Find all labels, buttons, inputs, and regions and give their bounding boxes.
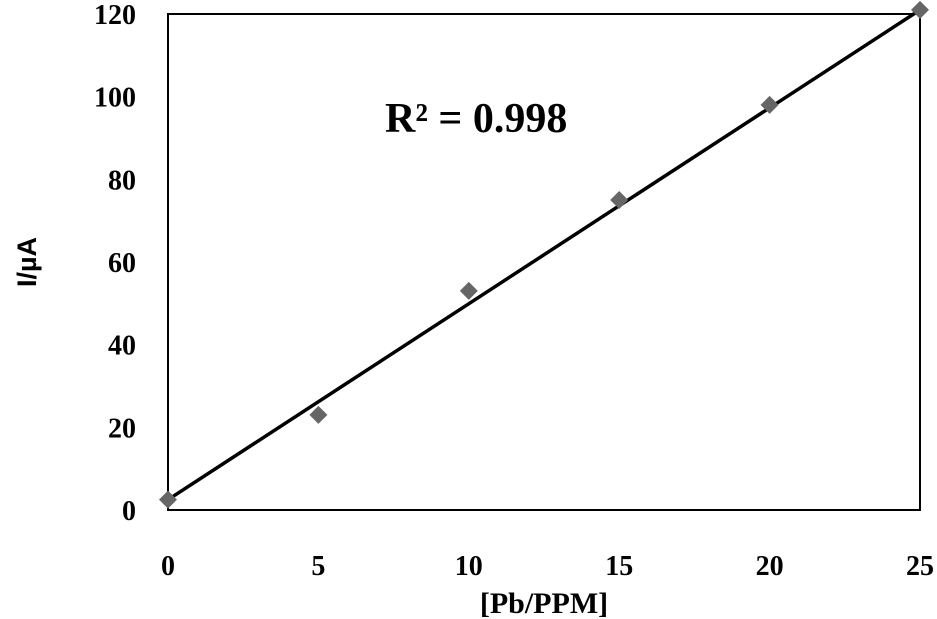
y-tick-label-1: 20: [108, 413, 136, 444]
data-point-1: [309, 405, 328, 424]
x-tick-label-5: 25: [906, 551, 934, 582]
x-tick-labels: 0 5 10 15 20 25: [161, 551, 934, 582]
data-point-3: [610, 191, 629, 209]
x-tick-label-2: 10: [455, 551, 483, 582]
y-tick-label-2: 40: [108, 331, 136, 362]
y-tick-label-6: 120: [94, 0, 136, 31]
data-point-4: [760, 95, 779, 114]
data-point-0: [159, 490, 177, 509]
y-tick-labels: 0 20 40 60 80 100 120: [94, 0, 136, 527]
data-point-2: [459, 281, 478, 300]
x-axis-title: [Pb/PPM]: [480, 587, 608, 619]
trendline: [167, 8, 921, 502]
x-tick-label-4: 20: [756, 551, 784, 582]
y-axis-title: I/µA: [12, 237, 42, 287]
x-tick-label-3: 15: [605, 551, 633, 582]
data-points: [159, 0, 929, 509]
plot-area-frame: [167, 13, 921, 511]
x-tick-label-0: 0: [161, 551, 175, 582]
y-tick-label-4: 80: [108, 165, 136, 196]
y-tick-label-0: 0: [122, 496, 136, 527]
r-squared-annotation: R² = 0.998: [385, 96, 567, 142]
data-point-5: [911, 0, 929, 19]
x-tick-label-1: 5: [311, 551, 325, 582]
y-tick-label-3: 60: [108, 248, 136, 279]
y-tick-label-5: 100: [94, 83, 136, 114]
